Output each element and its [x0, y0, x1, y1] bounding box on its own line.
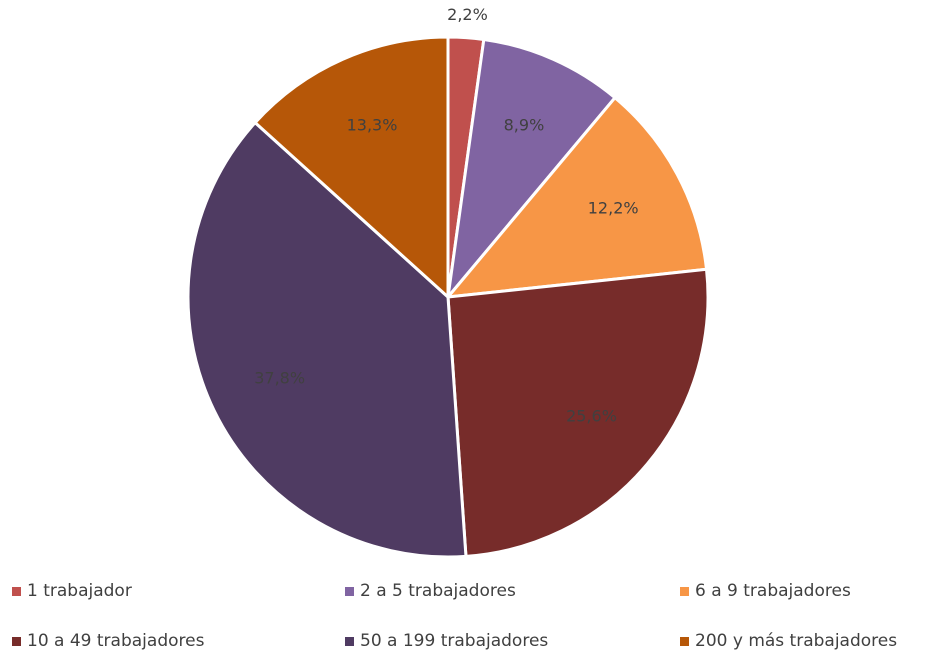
legend-swatch	[12, 587, 21, 596]
legend-label: 200 y más trabajadores	[695, 631, 897, 651]
legend-label: 10 a 49 trabajadores	[27, 631, 205, 651]
pie-slice	[253, 35, 450, 301]
data-label: 2,2%	[447, 5, 488, 24]
data-label: 8,9%	[504, 115, 545, 134]
pie-slice	[444, 95, 709, 299]
legend-label: 6 a 9 trabajadores	[695, 581, 851, 601]
legend-swatch	[680, 637, 689, 646]
pie-slice	[446, 267, 710, 558]
legend-swatch	[12, 637, 21, 646]
legend-swatch	[345, 637, 354, 646]
legend-swatch	[680, 587, 689, 596]
legend-swatch	[345, 587, 354, 596]
legend-label: 1 trabajador	[27, 581, 132, 601]
pie-slice	[186, 120, 468, 559]
data-label: 37,8%	[254, 368, 305, 387]
data-label: 13,3%	[347, 115, 398, 134]
legend-label: 50 a 199 trabajadores	[360, 631, 548, 651]
data-label: 12,2%	[588, 198, 639, 217]
data-label: 25,6%	[566, 407, 617, 426]
legend-label: 2 a 5 trabajadores	[360, 581, 516, 601]
pie-slice	[445, 37, 618, 302]
